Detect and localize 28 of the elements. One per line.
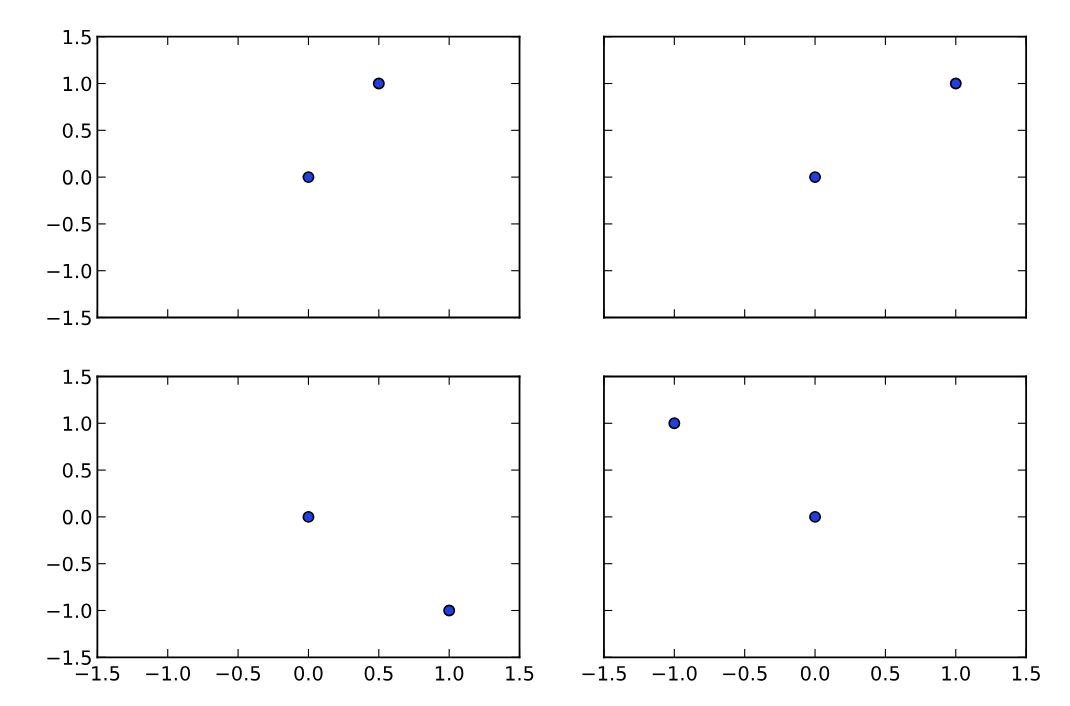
y-tick-label: −1.0 [47, 603, 92, 619]
x-tick-label: 1.0 [942, 665, 970, 681]
x-tick-label: 1.0 [435, 665, 464, 681]
y-tick-label: 1.0 [63, 416, 92, 431]
y-tick-label: −1.5 [47, 650, 91, 665]
x-tick-label: −0.5 [723, 665, 767, 681]
x-tick-label: −1.0 [652, 665, 697, 681]
x-tick-label: 1.5 [1012, 666, 1040, 681]
x-tick-label: 0.0 [294, 665, 323, 681]
x-tick-label: 1.5 [506, 666, 534, 681]
y-tick-label: 1.5 [63, 369, 91, 385]
y-tick-label: 0.0 [62, 509, 92, 525]
x-tick-label: 0.0 [800, 665, 830, 681]
y-tick-label: −1.0 [47, 263, 92, 279]
y-tick-label: 1.0 [63, 76, 92, 92]
x-tick-label: −1.5 [75, 666, 120, 681]
x-tick-label: −0.5 [216, 665, 260, 681]
x-tick-label: −1.0 [146, 665, 191, 681]
y-tick-label: −1.5 [47, 310, 91, 326]
x-tick-label: −1.5 [582, 666, 626, 681]
y-tick-label: −0.5 [47, 216, 91, 232]
y-tick-label: 0.5 [62, 463, 91, 478]
y-tick-label: 1.5 [63, 29, 91, 45]
y-tick-label: 0.5 [62, 123, 91, 138]
y-tick-label: 0.0 [62, 170, 92, 185]
x-tick-label: 0.5 [364, 665, 393, 681]
x-tick-label: 0.5 [871, 665, 900, 681]
y-tick-label: −0.5 [47, 556, 91, 572]
